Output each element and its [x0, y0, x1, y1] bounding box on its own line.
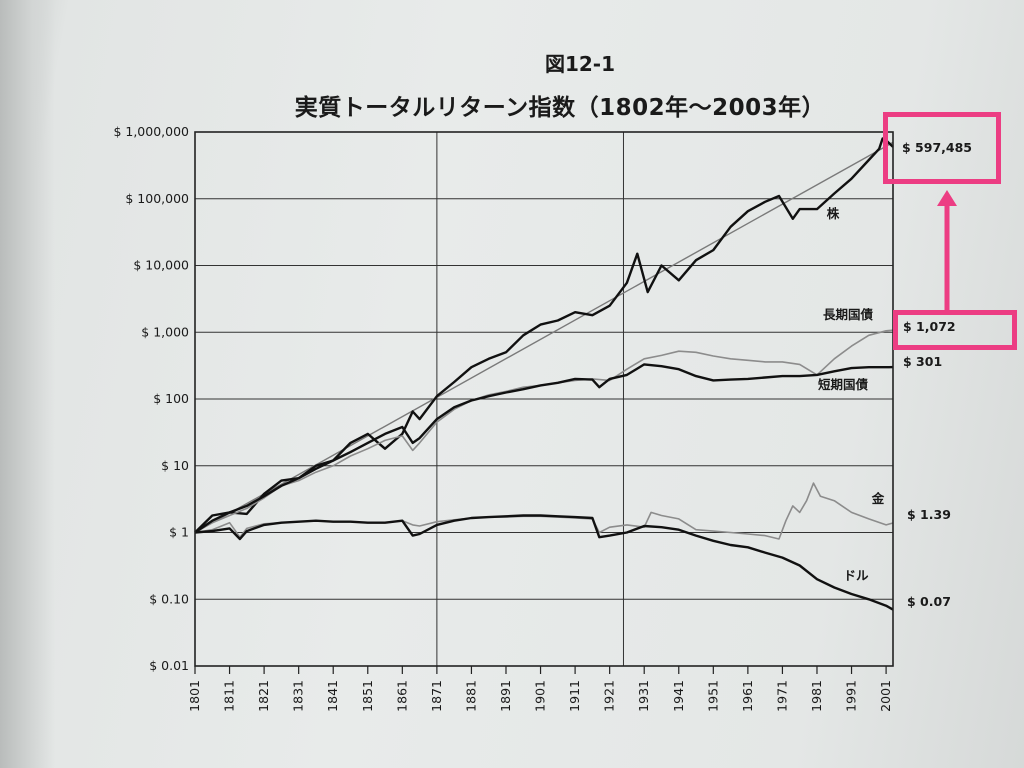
x-tick-label: 1841 [325, 680, 340, 712]
series-labels: 株 $ 597,485 長期国債 $ 1,072 短期国債 $ 301 金 $ 1.39 ドル $… [818, 140, 972, 609]
x-tick-label: 1871 [429, 680, 444, 712]
x-tick-label: 1861 [394, 680, 409, 712]
short-bill-series-label: 短期国債 [818, 377, 869, 392]
x-tick-label: 1991 [844, 680, 859, 712]
trend-layer [194, 141, 894, 534]
y-tick-label: $ 1 [169, 525, 189, 540]
x-tick-label: 1961 [740, 680, 755, 712]
dollar-series-label: ドル [843, 568, 869, 583]
short-bill-final-value: $ 301 [903, 354, 942, 369]
x-tick-label: 1931 [636, 680, 651, 712]
y-tick-label: $ 1,000 [141, 324, 189, 339]
series-layer [194, 137, 894, 611]
y-tick-label: $ 10 [161, 458, 189, 473]
gold-series-label: 金 [871, 491, 885, 506]
long-bond-series-label: 長期国債 [823, 307, 874, 322]
y-tick-label: $ 0.10 [149, 591, 189, 606]
x-tick-label: 1971 [774, 680, 789, 712]
y-tick-label: $ 100,000 [125, 191, 189, 206]
highlight-arrow [937, 190, 957, 312]
x-tick-label: 1901 [533, 680, 548, 712]
x-tick-label: 1851 [360, 680, 375, 712]
short-bill-line [194, 363, 894, 534]
dollar-final-value: $ 0.07 [907, 594, 951, 609]
figure-title: 実質トータルリターン指数（1802年〜2003年） [294, 95, 826, 121]
x-tick-label: 1881 [463, 680, 478, 712]
y-tick-label: $ 100 [153, 391, 189, 406]
x-tick-label: 1821 [256, 680, 271, 712]
x-tick-label: 1981 [809, 680, 824, 712]
figure-label: 図12-1 [544, 52, 616, 76]
x-tick-label: 1941 [671, 680, 686, 712]
x-tick-label: 1891 [498, 680, 513, 712]
long-bond-final-value: $ 1,072 [903, 319, 956, 334]
x-tick-label: 2001 [878, 680, 893, 712]
gold-final-value: $ 1.39 [907, 507, 951, 522]
x-tick-label: 1911 [567, 680, 582, 712]
y-tick-label: $ 10,000 [133, 258, 189, 273]
stock-final-value: $ 597,485 [902, 140, 972, 155]
x-tick-label: 1811 [222, 680, 237, 712]
plot-frame [194, 131, 894, 667]
y-tick-label: $ 0.01 [149, 658, 189, 673]
stock-final-value-highlight [883, 112, 1001, 184]
dollar-line [194, 514, 894, 611]
x-tick-label: 1951 [705, 680, 720, 712]
page-gutter-shadow [0, 0, 55, 768]
y-tick-labels: $ 1,000,000 $ 100,000 $ 10,000 $ 1,000 $ 100… [113, 124, 189, 673]
long-bond-final-value-highlight [893, 310, 1017, 350]
y-tick-label: $ 1,000,000 [113, 124, 189, 139]
long-bond-line [194, 329, 894, 534]
x-tick-label: 1831 [291, 680, 306, 712]
stock-trend-line [194, 141, 894, 534]
stock-series-label: 株 [827, 206, 840, 221]
x-tick-label: 1801 [187, 680, 202, 712]
x-tick-label: 1921 [602, 680, 617, 712]
gold-line [194, 482, 894, 540]
x-tick-labels: 1801 1811 1821 1831 1841 1851 1861 1871 1881 1891… [187, 666, 893, 712]
